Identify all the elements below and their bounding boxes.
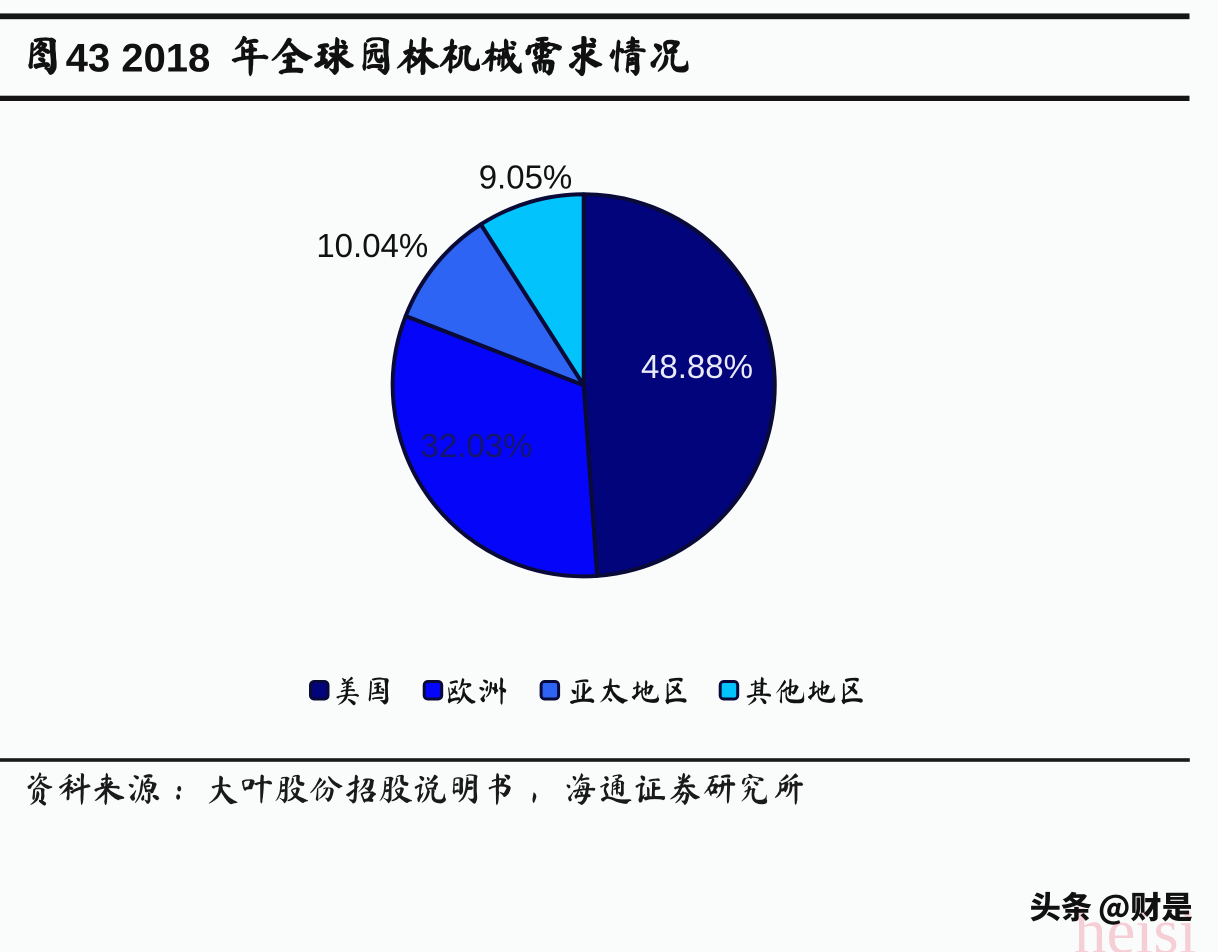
svg-text:48.88%: 48.88% xyxy=(641,348,753,385)
svg-text:9.05%: 9.05% xyxy=(479,158,573,195)
svg-text:10.04%: 10.04% xyxy=(316,227,428,264)
svg-text:32.03%: 32.03% xyxy=(421,427,533,464)
